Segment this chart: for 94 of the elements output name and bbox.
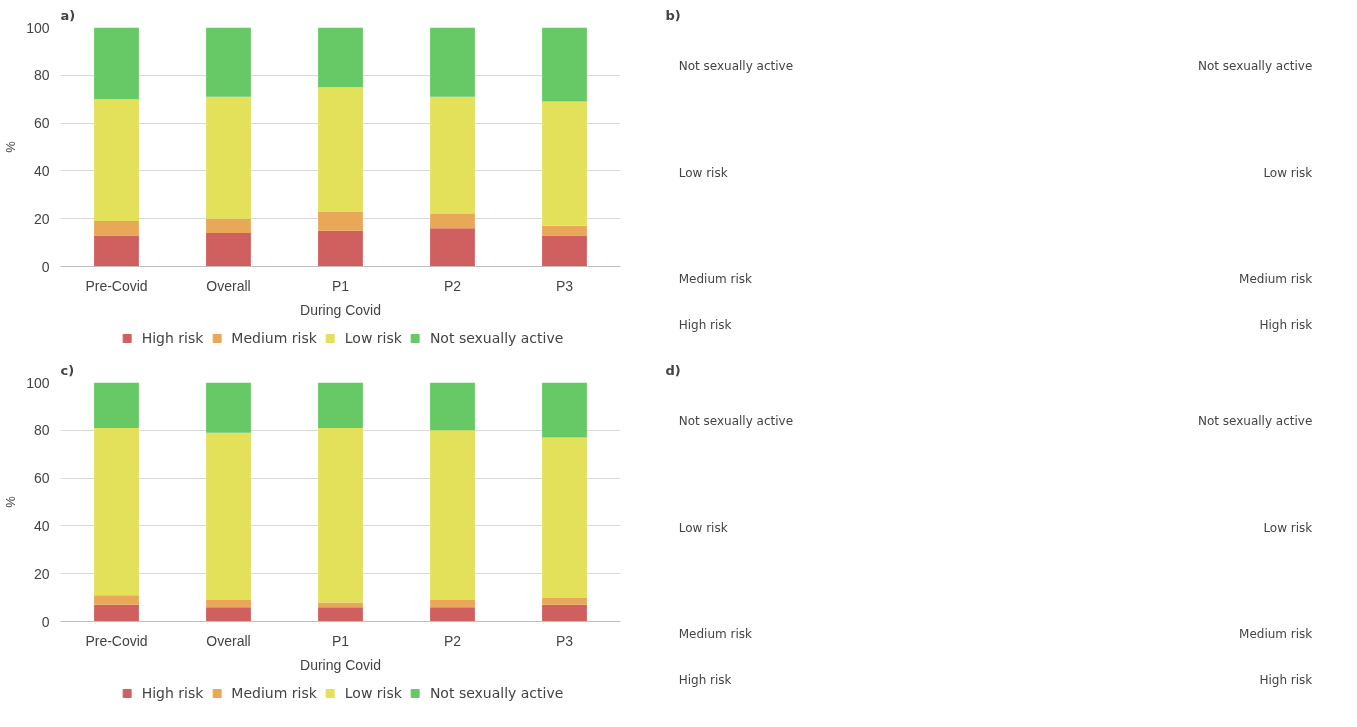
bar [318, 211, 363, 231]
text: High risk [1259, 672, 1313, 687]
chart-title: c) [60, 362, 75, 378]
bar [430, 213, 475, 229]
bar [542, 604, 587, 622]
bar [94, 235, 139, 267]
text: Not sexually active [1197, 414, 1313, 429]
bar [542, 382, 587, 438]
legend-label: High risk [141, 684, 204, 701]
chart-title: a) [60, 7, 76, 23]
x-tick-label: Pre-Covid [85, 277, 148, 294]
y-tick-label: 40 [33, 517, 50, 534]
text: Low risk [1263, 165, 1313, 180]
bar [94, 27, 139, 100]
y-tick-label: 80 [33, 67, 50, 84]
y-tick-label: 100 [26, 19, 50, 36]
y-tick-label: 40 [33, 162, 50, 179]
bar [94, 382, 139, 428]
text: During Covid [300, 656, 381, 673]
bar [206, 599, 251, 608]
bar [430, 599, 475, 608]
text: Not sexually active [678, 59, 794, 74]
bar [318, 607, 363, 622]
text: High risk [1259, 317, 1313, 332]
legend-label: High risk [141, 329, 204, 346]
y-tick-label: 80 [33, 422, 50, 439]
bar [542, 101, 587, 226]
text: During Covid [300, 301, 381, 318]
bar [542, 235, 587, 267]
text: Not sexually active [678, 414, 794, 429]
text: Low risk [678, 165, 728, 180]
text: Medium risk [1239, 627, 1313, 642]
bar [430, 430, 475, 600]
bar [430, 228, 475, 267]
y-tick-label: 0 [41, 258, 50, 275]
text: Medium risk [1239, 272, 1313, 287]
bar [94, 604, 139, 622]
text: Medium risk [678, 627, 753, 642]
bar [430, 382, 475, 431]
text: Medium risk [678, 272, 753, 287]
bar [430, 96, 475, 214]
y-axis-title: % [3, 495, 19, 508]
text: Not sexually active [1197, 59, 1313, 74]
x-tick-label: P1 [331, 632, 350, 649]
bar [542, 597, 587, 605]
x-tick-label: P3 [555, 277, 574, 294]
text: High risk [678, 317, 732, 332]
y-axis-title: % [3, 140, 19, 153]
bar [206, 233, 251, 267]
legend-label: Low risk [344, 684, 402, 701]
y-tick-label: 20 [33, 210, 50, 227]
bar [206, 382, 251, 433]
bar [206, 27, 251, 97]
x-tick-label: P3 [555, 632, 574, 649]
bar [318, 27, 363, 88]
bar [430, 607, 475, 622]
x-tick-label: P2 [443, 277, 462, 294]
bar [318, 230, 363, 267]
legend-label: Low risk [344, 329, 402, 346]
bar [94, 595, 139, 605]
legend-label: Not sexually active [429, 329, 564, 346]
bar [430, 27, 475, 97]
bar [542, 27, 587, 102]
bar [206, 96, 251, 219]
y-tick-label: 60 [33, 470, 50, 487]
bar [94, 427, 139, 596]
text: Low risk [1263, 520, 1313, 535]
x-tick-label: Pre-Covid [85, 632, 148, 649]
bar [318, 602, 363, 608]
x-tick-label: Overall [206, 277, 251, 294]
x-tick-label: P2 [443, 632, 462, 649]
y-tick-label: 60 [33, 115, 50, 132]
x-tick-label: Overall [206, 632, 251, 649]
y-tick-label: 0 [41, 613, 50, 630]
bar [542, 225, 587, 236]
bar [206, 432, 251, 600]
text: b) [665, 7, 681, 23]
y-tick-label: 20 [33, 565, 50, 582]
bar [318, 427, 363, 603]
bar [318, 87, 363, 212]
bar [206, 607, 251, 622]
y-tick-label: 100 [26, 374, 50, 391]
bar [318, 382, 363, 428]
bar [94, 221, 139, 236]
legend-label: Medium risk [231, 684, 317, 701]
x-tick-label: P1 [331, 277, 350, 294]
bar [206, 218, 251, 234]
text: High risk [678, 672, 732, 687]
text: d) [665, 362, 681, 378]
bar [542, 437, 587, 598]
legend-label: Not sexually active [429, 684, 564, 701]
text: Low risk [678, 520, 728, 535]
legend-label: Medium risk [231, 329, 317, 346]
bar [94, 99, 139, 222]
